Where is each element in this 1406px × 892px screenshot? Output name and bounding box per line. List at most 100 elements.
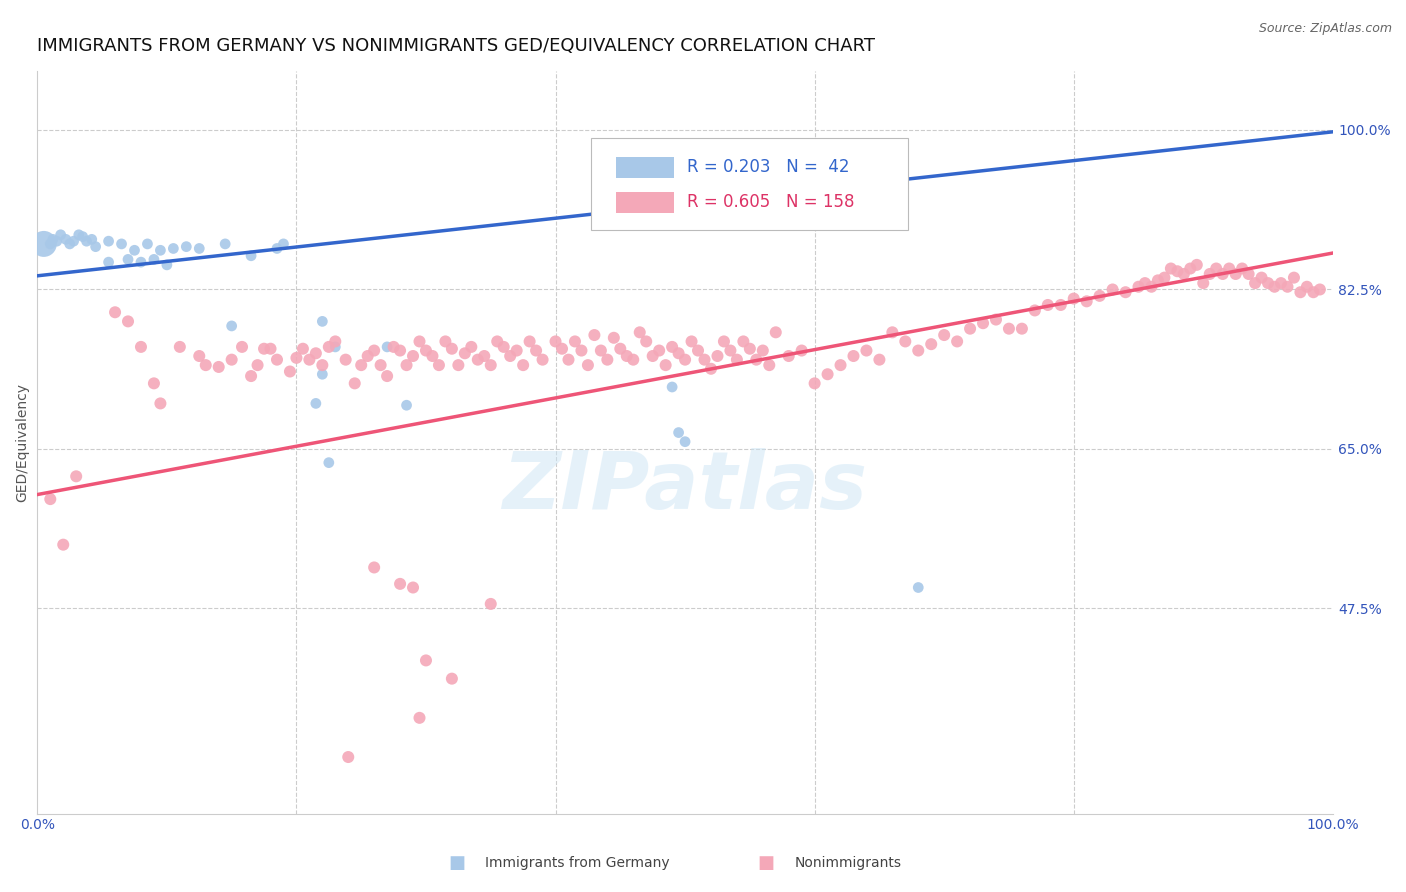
Point — [55, 232, 77, 246]
Point — [285, 351, 308, 365]
Point — [117, 314, 139, 328]
Point — [1011, 321, 1033, 335]
Point — [758, 358, 780, 372]
Point — [395, 358, 418, 372]
Point — [803, 376, 825, 391]
Point — [1244, 276, 1267, 290]
Point — [246, 358, 269, 372]
Point — [738, 342, 761, 356]
Point — [402, 349, 425, 363]
Point — [512, 358, 534, 372]
Point — [323, 334, 346, 349]
Point — [427, 358, 450, 372]
Point — [357, 349, 380, 363]
Point — [156, 258, 179, 272]
Point — [661, 340, 683, 354]
Point — [505, 343, 527, 358]
Point — [460, 340, 482, 354]
Point — [467, 352, 489, 367]
Point — [323, 340, 346, 354]
Point — [1263, 279, 1285, 293]
Point — [395, 398, 418, 412]
Point — [1036, 298, 1059, 312]
Point — [920, 337, 942, 351]
Point — [621, 352, 644, 367]
Point — [39, 236, 62, 251]
Point — [1192, 276, 1215, 290]
Point — [616, 349, 638, 363]
Point — [673, 352, 696, 367]
Point — [668, 425, 690, 440]
Point — [363, 343, 385, 358]
Point — [97, 234, 120, 248]
Point — [472, 349, 495, 363]
Point — [557, 352, 579, 367]
Text: ■: ■ — [758, 855, 775, 872]
Point — [231, 340, 253, 354]
Point — [67, 227, 90, 242]
Point — [337, 750, 360, 764]
Point — [311, 358, 333, 372]
Point — [946, 334, 969, 349]
Point — [1225, 267, 1247, 281]
Point — [855, 343, 877, 358]
Point — [882, 326, 904, 340]
Point — [1205, 261, 1227, 276]
Point — [706, 349, 728, 363]
Point — [700, 361, 723, 376]
Point — [318, 340, 340, 354]
Point — [628, 326, 651, 340]
Point — [363, 560, 385, 574]
Point — [45, 234, 67, 248]
Point — [1088, 289, 1111, 303]
Point — [259, 342, 281, 356]
Point — [1185, 258, 1208, 272]
Point — [1076, 294, 1098, 309]
Point — [984, 312, 1007, 326]
Point — [422, 349, 444, 363]
Point — [318, 456, 340, 470]
Text: R = 0.203   N =  42: R = 0.203 N = 42 — [688, 158, 849, 177]
Point — [693, 352, 716, 367]
Point — [389, 577, 412, 591]
Point — [725, 352, 748, 367]
Point — [934, 328, 956, 343]
Point — [479, 597, 502, 611]
Point — [208, 359, 231, 374]
Point — [1270, 276, 1292, 290]
Point — [1237, 267, 1260, 281]
Point — [778, 349, 800, 363]
Point — [80, 232, 103, 246]
Point — [104, 305, 127, 319]
Point — [214, 236, 236, 251]
Point — [440, 672, 463, 686]
Point — [408, 334, 430, 349]
Point — [603, 331, 626, 345]
Point — [636, 334, 658, 349]
Point — [253, 342, 276, 356]
Point — [434, 334, 457, 349]
Point — [1296, 279, 1319, 293]
Point — [415, 653, 437, 667]
Point — [39, 492, 62, 507]
Point — [129, 340, 152, 354]
Point — [745, 352, 768, 367]
Point — [1153, 270, 1175, 285]
Point — [305, 346, 328, 360]
Point — [686, 343, 709, 358]
Point — [266, 352, 288, 367]
Point — [169, 340, 191, 354]
Point — [1282, 270, 1305, 285]
Point — [842, 349, 865, 363]
Point — [1160, 261, 1182, 276]
Point — [59, 236, 82, 251]
Point — [117, 252, 139, 267]
Point — [72, 229, 94, 244]
Point — [149, 396, 172, 410]
Point — [136, 236, 159, 251]
Point — [52, 538, 75, 552]
Point — [790, 343, 813, 358]
Point — [907, 581, 929, 595]
Point — [564, 334, 586, 349]
Point — [1024, 303, 1046, 318]
